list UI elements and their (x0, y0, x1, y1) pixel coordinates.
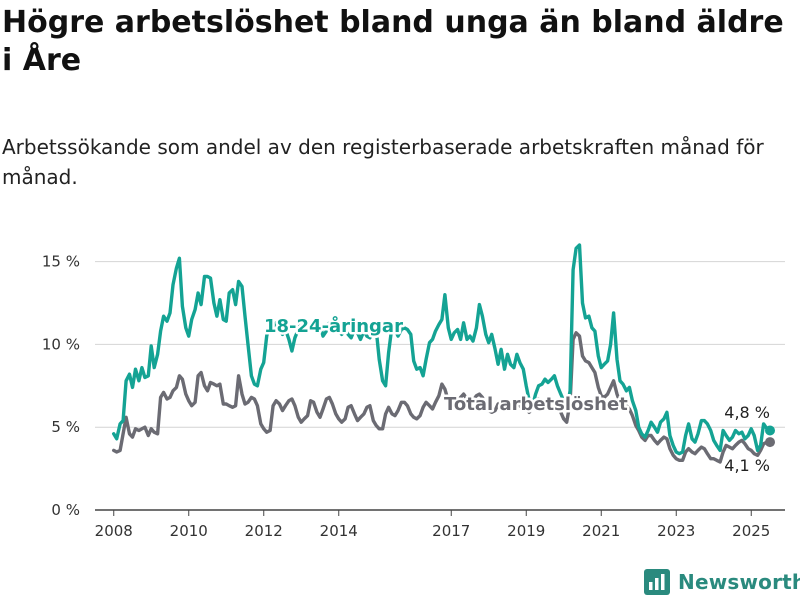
x-tick-label: 2019 (507, 522, 545, 540)
series-label-youth: 18-24-åringar (264, 315, 403, 337)
x-tick-label: 2014 (320, 522, 358, 540)
x-tick-label: 2017 (432, 522, 470, 540)
x-tick-label: 2012 (245, 522, 283, 540)
end-label-youth: 4,8 % (724, 403, 770, 422)
axes: 0 % 5 % 10 % 15 % 2008 2010 2012 2014 2017 2019 20… (42, 253, 770, 540)
x-tick-label: 2025 (732, 522, 770, 540)
bar-chart-logo-icon (644, 569, 670, 595)
line-chart: 0 % 5 % 10 % 15 % 2008 2010 2012 2014 2017 2019 20… (42, 243, 785, 540)
y-tick-label: 0 % (51, 501, 80, 519)
y-tick-label: 10 % (42, 335, 80, 353)
series-lines (112, 243, 775, 464)
x-tick-label: 2023 (657, 522, 695, 540)
x-tick-label: 2010 (170, 522, 208, 540)
brand-name: Newsworthy (678, 570, 800, 594)
chart-title: Högre arbetslöshet bland unga än bland ä… (2, 5, 784, 78)
series-label-total: Total arbetslöshet (444, 394, 628, 415)
x-tick-label: 2008 (95, 522, 133, 540)
end-point-total (765, 437, 775, 448)
y-tick-label: 5 % (51, 418, 80, 436)
series-labels: 18-24-åringar Total arbetslöshet 4,8 % 4,1 … (262, 313, 773, 478)
x-tick-label: 2021 (582, 522, 620, 540)
end-point-youth (765, 425, 775, 436)
brand-logo: Newsworthy (644, 567, 800, 597)
series-line-youth (112, 243, 772, 456)
series-line-total (112, 331, 772, 464)
chart-subtitle: Arbetssökande som andel av den registerb… (2, 135, 764, 189)
y-tick-label: 15 % (42, 253, 80, 271)
end-label-total: 4,1 % (724, 456, 770, 475)
